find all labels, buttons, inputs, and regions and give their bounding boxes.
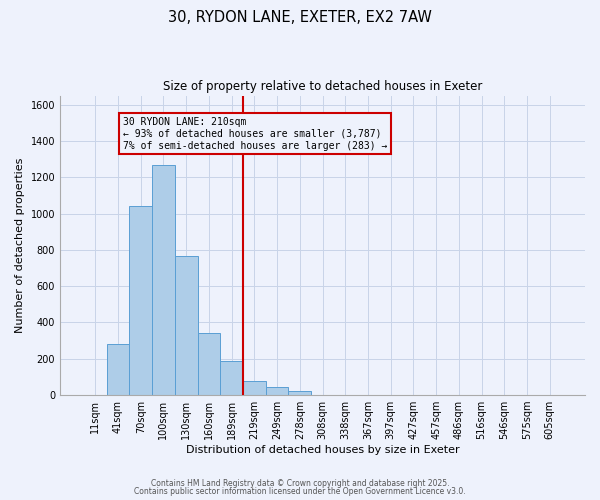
Bar: [220, 362, 243, 395]
Bar: [152, 164, 175, 395]
Bar: [175, 256, 197, 395]
Text: Contains public sector information licensed under the Open Government Licence v3: Contains public sector information licen…: [134, 487, 466, 496]
Bar: [197, 334, 220, 395]
Bar: [130, 206, 152, 395]
Title: Size of property relative to detached houses in Exeter: Size of property relative to detached ho…: [163, 80, 482, 93]
Bar: [243, 380, 266, 395]
Y-axis label: Number of detached properties: Number of detached properties: [15, 158, 25, 333]
Text: Contains HM Land Registry data © Crown copyright and database right 2025.: Contains HM Land Registry data © Crown c…: [151, 478, 449, 488]
Text: 30, RYDON LANE, EXETER, EX2 7AW: 30, RYDON LANE, EXETER, EX2 7AW: [168, 10, 432, 25]
Bar: [266, 387, 289, 395]
Text: 30 RYDON LANE: 210sqm
← 93% of detached houses are smaller (3,787)
7% of semi-de: 30 RYDON LANE: 210sqm ← 93% of detached …: [122, 118, 387, 150]
X-axis label: Distribution of detached houses by size in Exeter: Distribution of detached houses by size …: [186, 445, 460, 455]
Bar: [289, 390, 311, 395]
Bar: [107, 344, 130, 395]
